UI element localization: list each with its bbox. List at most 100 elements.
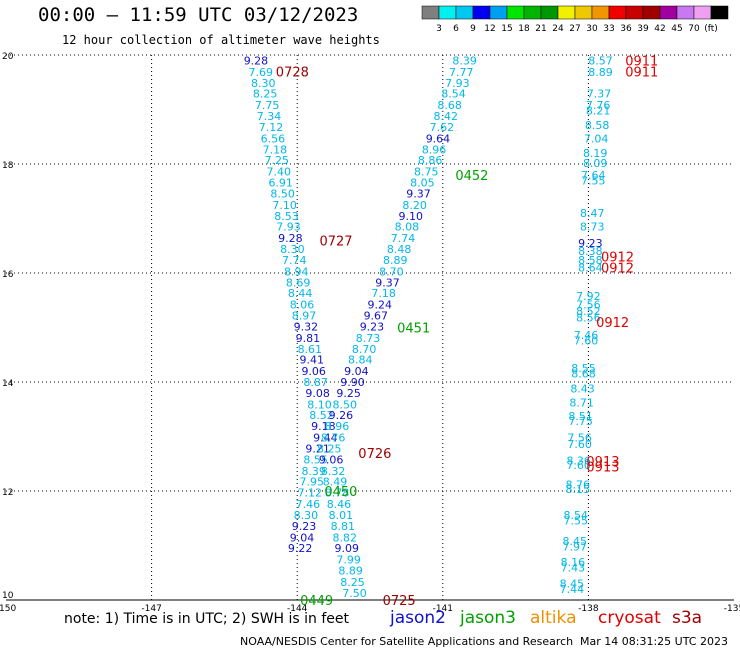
wave-height-point: 8.53 (274, 210, 299, 223)
color-scale-label: 70 (688, 24, 700, 34)
wave-height-point: 7.44 (560, 583, 585, 596)
wave-height-point: 8.49 (323, 476, 348, 489)
wave-height-point: 8.38 (578, 245, 603, 258)
wave-height-point: 8.71 (569, 397, 594, 410)
legend-altika: altika (530, 608, 577, 628)
wave-height-point: 9.23 (292, 520, 317, 533)
wave-height-point: 8.81 (331, 520, 356, 533)
wave-height-point: 8.09 (583, 157, 608, 170)
wave-height-point: 7.95 (300, 476, 325, 489)
legend-jason3: jason3 (460, 608, 516, 628)
color-scale-label: (ft) (704, 24, 718, 34)
x-tick-label: -150 (0, 604, 16, 614)
wave-height-point: 9.23 (360, 320, 385, 333)
wave-height-point: 8.89 (383, 254, 408, 267)
wave-height-point: 8.70 (379, 265, 404, 278)
x-tick-label: -135 (724, 604, 740, 614)
wave-height-point: 9.10 (399, 210, 424, 223)
wave-height-point: 7.62 (430, 121, 455, 134)
wave-height-point: 9.64 (426, 132, 451, 145)
wave-height-point: 8.73 (580, 221, 605, 234)
wave-height-point: 7.99 (336, 554, 361, 567)
wave-height-point: 8.86 (418, 154, 443, 167)
color-scale-label: 45 (671, 24, 682, 34)
wave-height-point: 7.64 (581, 169, 606, 182)
color-scale-label: 15 (501, 24, 512, 34)
wave-height-point: 9.67 (364, 310, 389, 323)
pass-time-label: 0449 (300, 594, 333, 609)
wave-height-point: 8.94 (284, 265, 309, 278)
wave-height-point: 7.34 (257, 110, 282, 123)
wave-height-point: 7.74 (282, 254, 307, 267)
pass-time-label: 0452 (455, 169, 488, 184)
wave-height-point: 8.30 (251, 77, 276, 90)
wave-height-point: 7.46 (574, 329, 599, 342)
wave-height-point: 8.58 (585, 119, 610, 132)
wave-height-point: 7.60 (567, 438, 592, 451)
wave-height-point: 7.04 (584, 132, 609, 145)
wave-height-point: 7.60 (566, 459, 591, 472)
x-tick-label: -138 (578, 604, 599, 614)
wave-height-point: 8.87 (303, 376, 328, 389)
wave-height-point: 8.46 (327, 498, 352, 511)
wave-height-point: 7.18 (371, 287, 396, 300)
wave-height-point: 8.32 (321, 465, 346, 478)
wave-height-point: 7.75 (255, 99, 280, 112)
y-tick-label: 12 (2, 488, 13, 498)
color-scale-label: 18 (518, 24, 530, 34)
wave-height-point: 7.46 (296, 498, 321, 511)
wave-height-point: 8.64 (578, 262, 603, 275)
wave-height-point: 8.30 (280, 243, 305, 256)
wave-height-point: 7.75 (568, 415, 593, 428)
color-scale-label: 21 (535, 24, 546, 34)
chart-title: 00:00 – 11:59 UTC 03/12/2023 (38, 4, 359, 26)
wave-height-point: 8.08 (395, 221, 420, 234)
wave-height-point: 8.69 (286, 276, 311, 289)
wave-height-point: 8.82 (333, 531, 358, 544)
legend-s3a: s3a (672, 608, 703, 628)
wave-height-point: 9.18 (311, 420, 336, 433)
wave-height-point: 9.23 (578, 237, 603, 250)
wave-height-point: 7.10 (272, 199, 297, 212)
color-scale-label: 39 (637, 24, 649, 34)
pass-time-label: 0726 (358, 447, 391, 462)
wave-height-point: 8.97 (292, 310, 317, 323)
wave-height-point: 7.50 (342, 587, 367, 600)
wave-height-point: 9.26 (329, 409, 354, 422)
wave-height-point: 9.04 (290, 531, 315, 544)
y-tick-label: 10 (2, 591, 14, 601)
wave-height-point: 8.54 (441, 88, 466, 101)
wave-height-point: 8.25 (253, 88, 278, 101)
wave-height-point: 7.60 (574, 335, 599, 348)
pass-time-label: 0727 (319, 234, 352, 249)
wave-height-point: 8.42 (433, 110, 458, 123)
wave-height-point: 7.40 (267, 166, 292, 179)
wave-height-point: 9.37 (375, 276, 400, 289)
wave-height-point: 8.30 (294, 509, 319, 522)
wave-height-point: 9.44 (313, 432, 338, 445)
legend-cryosat: cryosat (598, 608, 661, 628)
wave-height-point: 9.25 (336, 387, 361, 400)
wave-height-point: 8.55 (303, 453, 328, 466)
units-note: note: 1) Time is in UTC; 2) SWH is in fe… (64, 611, 350, 627)
wave-height-point: 8.89 (588, 66, 613, 79)
wave-height-point: 8.68 (571, 367, 596, 380)
wave-height-point: 8.45 (563, 535, 588, 548)
wave-height-point: 9.41 (300, 354, 325, 367)
wave-height-point: 8.21 (586, 105, 611, 118)
wave-height-point: 8.52 (576, 305, 601, 318)
wave-height-point: 7.55 (581, 174, 606, 187)
pass-time-label: 0911 (625, 54, 658, 69)
wave-height-point: 8.61 (298, 343, 323, 356)
wave-height-point: 8.25 (317, 442, 342, 455)
wave-height-point: 6.56 (261, 132, 286, 145)
wave-height-point: 7.69 (249, 66, 274, 79)
pass-time-label: 0911 (625, 65, 658, 80)
y-tick-label: 20 (2, 52, 14, 62)
wave-height-point: 8.89 (338, 565, 363, 578)
wave-height-point: 7.43 (561, 561, 586, 574)
credit-line: NOAA/NESDIS Center for Satellite Applica… (240, 635, 574, 648)
pass-time-label: 0450 (324, 485, 357, 500)
wave-height-point: 7.56 (567, 432, 592, 445)
wave-height-point: 8.51 (568, 410, 593, 423)
